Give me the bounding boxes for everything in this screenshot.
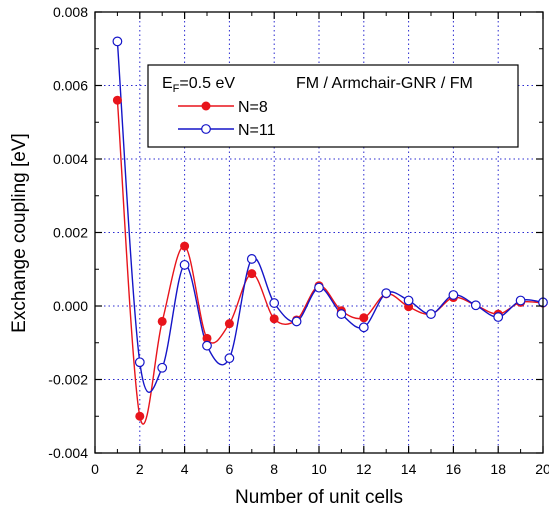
x-tick-label: 0 [91,461,99,477]
data-point-n8 [112,95,122,105]
x-tick-label: 20 [535,461,549,477]
data-point-n8 [202,333,212,343]
x-tick-labels: 0 2 4 6 8 10 12 14 16 18 20 [91,461,549,477]
y-tick-label: -0.002 [48,372,88,388]
data-point-n11 [448,290,459,300]
legend-label-n8: N=8 [238,99,268,116]
y-tick-label: 0.002 [53,225,88,241]
y-axis-title: Exchange coupling [eV] [9,133,30,333]
legend-label-n11: N=11 [238,122,276,139]
data-point-n11 [291,316,302,327]
legend: EF=0.5 eV FM / Armchair-GNR / FM N=8 N=1… [147,64,519,148]
x-tick-label: 2 [136,461,144,477]
data-point-n11 [381,288,392,299]
data-point-n8 [180,241,190,251]
y-tick-label: 0.004 [53,151,88,167]
x-tick-label: 6 [226,461,234,477]
data-point-n11 [112,36,123,47]
data-point-n11 [493,312,504,322]
legend-marker-n8 [201,101,211,111]
data-point-n11 [134,357,145,368]
data-point-n11 [336,309,347,319]
y-tick-label: -0.004 [48,445,88,461]
y-tick-label: 0.008 [53,4,88,20]
data-point-n11 [515,295,526,306]
legend-marker-n11 [201,124,211,134]
x-axis-title: Number of unit cells [235,487,403,508]
series-line-n11 [116,41,544,393]
legend-note-suffix: =0.5 eV [179,75,235,92]
x-tick-label: 18 [490,461,506,477]
axis-ticks [94,11,544,454]
data-point-n8 [135,411,145,421]
y-tick-label: 0.000 [53,298,88,314]
data-point-n8 [359,313,369,323]
x-tick-label: 14 [401,461,417,477]
data-point-n8 [157,316,167,326]
x-tick-label: 8 [270,461,278,477]
legend-note-prefix: E [162,75,173,92]
data-markers [112,36,548,421]
data-point-n8 [269,314,279,324]
data-point-n11 [314,282,324,293]
data-point-n8 [224,319,234,329]
data-point-n11 [269,298,280,308]
data-point-n8 [247,269,257,279]
data-point-n11 [426,309,436,319]
data-point-n11 [470,300,481,311]
data-point-n11 [358,322,369,333]
data-point-n11 [202,340,212,351]
data-point-n11 [179,259,190,270]
y-tick-label: 0.006 [53,78,88,94]
x-tick-label: 16 [446,461,462,477]
data-point-n11 [246,254,257,264]
x-tick-label: 12 [356,461,372,477]
legend-fermi-energy: EF=0.5 eV [162,75,235,95]
legend-structure-title: FM / Armchair-GNR / FM [296,75,473,92]
x-tick-label: 10 [311,461,327,477]
data-point-n11 [403,295,414,306]
x-tick-label: 4 [181,461,189,477]
data-point-n11 [157,362,168,373]
legend-note-subscript: F [173,83,180,95]
y-tick-labels: -0.004 -0.002 0.000 0.002 0.004 0.006 0.008 [48,4,88,461]
data-point-n11 [224,353,235,364]
